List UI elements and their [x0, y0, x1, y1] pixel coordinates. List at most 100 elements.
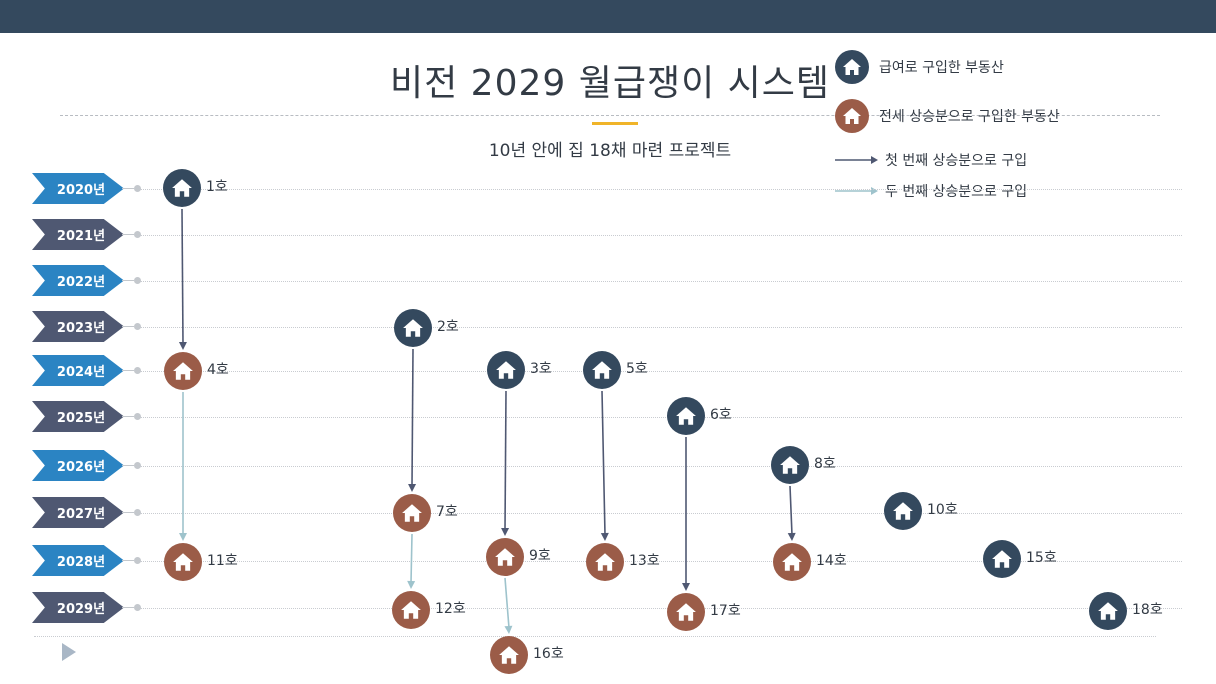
house-label: 7호 — [436, 504, 458, 520]
year-connector — [122, 234, 134, 235]
year-dot — [134, 277, 141, 284]
house-label: 1호 — [206, 179, 228, 195]
house-label: 6호 — [710, 407, 732, 423]
house-icon — [164, 543, 202, 581]
house-icon — [771, 446, 809, 484]
year-dot — [134, 509, 141, 516]
year-row: 2021년 — [0, 213, 1216, 253]
house-label: 11호 — [207, 553, 238, 569]
year-row-line — [140, 327, 1182, 328]
year-tag: 2021년 — [32, 219, 124, 250]
year-row: 2025년 — [0, 395, 1216, 435]
header-bar — [0, 0, 1216, 33]
legend-second-label: 두 번째 상승분으로 구입 — [885, 184, 1028, 200]
house-icon — [394, 309, 432, 347]
year-dot — [134, 231, 141, 238]
year-dot — [134, 185, 141, 192]
year-row-line — [140, 371, 1182, 372]
legend-first: 첫 번째 상승분으로 구입 — [835, 145, 1027, 175]
year-dot — [134, 367, 141, 374]
house-icon — [583, 351, 621, 389]
year-row: 2022년 — [0, 259, 1216, 299]
year-connector — [122, 416, 134, 417]
link-arrow-second — [179, 392, 187, 541]
link-arrow-first — [408, 348, 417, 492]
house-icon — [667, 593, 705, 631]
house-icon — [486, 538, 524, 576]
house-label: 15호 — [1026, 550, 1057, 566]
year-tag: 2028년 — [32, 545, 124, 576]
house-icon — [667, 397, 705, 435]
house-icon — [773, 543, 811, 581]
house-icon — [393, 494, 431, 532]
page-subtitle: 10년 안에 집 18채 마련 프로젝트 — [488, 141, 732, 161]
year-connector — [122, 370, 134, 371]
year-connector — [122, 607, 134, 608]
title-accent-bar — [592, 122, 638, 125]
link-arrow-second — [407, 533, 416, 589]
house-icon — [392, 591, 430, 629]
house-label: 8호 — [814, 456, 836, 472]
house-label: 10호 — [927, 502, 958, 518]
link-arrow-second — [504, 577, 513, 634]
year-dot — [134, 323, 141, 330]
house-label: 18호 — [1132, 602, 1163, 618]
link-arrow-first — [178, 208, 187, 350]
year-connector — [122, 280, 134, 281]
page-title: 비전 2029 월급쟁이 시스템 — [389, 63, 831, 104]
year-row-line — [140, 513, 1182, 514]
legend-jeonse-label: 전세 상승분으로 구입한 부동산 — [879, 109, 1060, 125]
year-dot — [134, 462, 141, 469]
year-row: 2026년 — [0, 444, 1216, 484]
house-label: 16호 — [533, 646, 564, 662]
link-arrow-first — [600, 390, 609, 541]
year-connector — [122, 188, 134, 189]
year-dot — [134, 557, 141, 564]
year-connector — [122, 326, 134, 327]
link-arrow-first — [787, 485, 796, 541]
year-tag: 2027년 — [32, 497, 124, 528]
house-label: 4호 — [207, 362, 229, 378]
year-tag: 2026년 — [32, 450, 124, 481]
timeline-bottom-line — [34, 636, 1156, 637]
year-row: 2023년 — [0, 305, 1216, 345]
house-label: 12호 — [435, 601, 466, 617]
legend-first-label: 첫 번째 상승분으로 구입 — [885, 153, 1028, 169]
house-icon — [835, 99, 869, 133]
year-dot — [134, 413, 141, 420]
title-divider — [60, 115, 1160, 116]
year-tag: 2025년 — [32, 401, 124, 432]
year-tag: 2023년 — [32, 311, 124, 342]
year-row-line — [140, 189, 1182, 190]
link-arrow-first — [682, 437, 690, 591]
legend-salary: 급여로 구입한 부동산 — [835, 50, 1004, 84]
year-row: 2029년 — [0, 586, 1216, 626]
year-tag: 2020년 — [32, 173, 124, 204]
year-row: 2020년 — [0, 167, 1216, 207]
house-icon — [884, 492, 922, 530]
house-label: 5호 — [626, 361, 648, 377]
year-tag: 2024년 — [32, 355, 124, 386]
house-label: 2호 — [437, 319, 459, 335]
year-tag: 2029년 — [32, 592, 124, 623]
legend-jeonse: 전세 상승분으로 구입한 부동산 — [835, 99, 1060, 133]
legend-salary-label: 급여로 구입한 부동산 — [879, 60, 1004, 76]
house-icon — [1089, 592, 1127, 630]
year-row-line — [140, 466, 1182, 467]
house-icon — [490, 636, 528, 674]
year-row-line — [140, 561, 1182, 562]
year-row-line — [140, 281, 1182, 282]
arrow-right-icon — [835, 156, 878, 164]
year-row-line — [140, 235, 1182, 236]
year-connector — [122, 512, 134, 513]
year-row: 2028년 — [0, 539, 1216, 579]
house-label: 14호 — [816, 553, 847, 569]
house-label: 3호 — [530, 361, 552, 377]
house-icon — [163, 169, 201, 207]
house-label: 17호 — [710, 603, 741, 619]
year-row: 2027년 — [0, 491, 1216, 531]
house-label: 9호 — [529, 548, 551, 564]
house-icon — [586, 543, 624, 581]
year-dot — [134, 604, 141, 611]
